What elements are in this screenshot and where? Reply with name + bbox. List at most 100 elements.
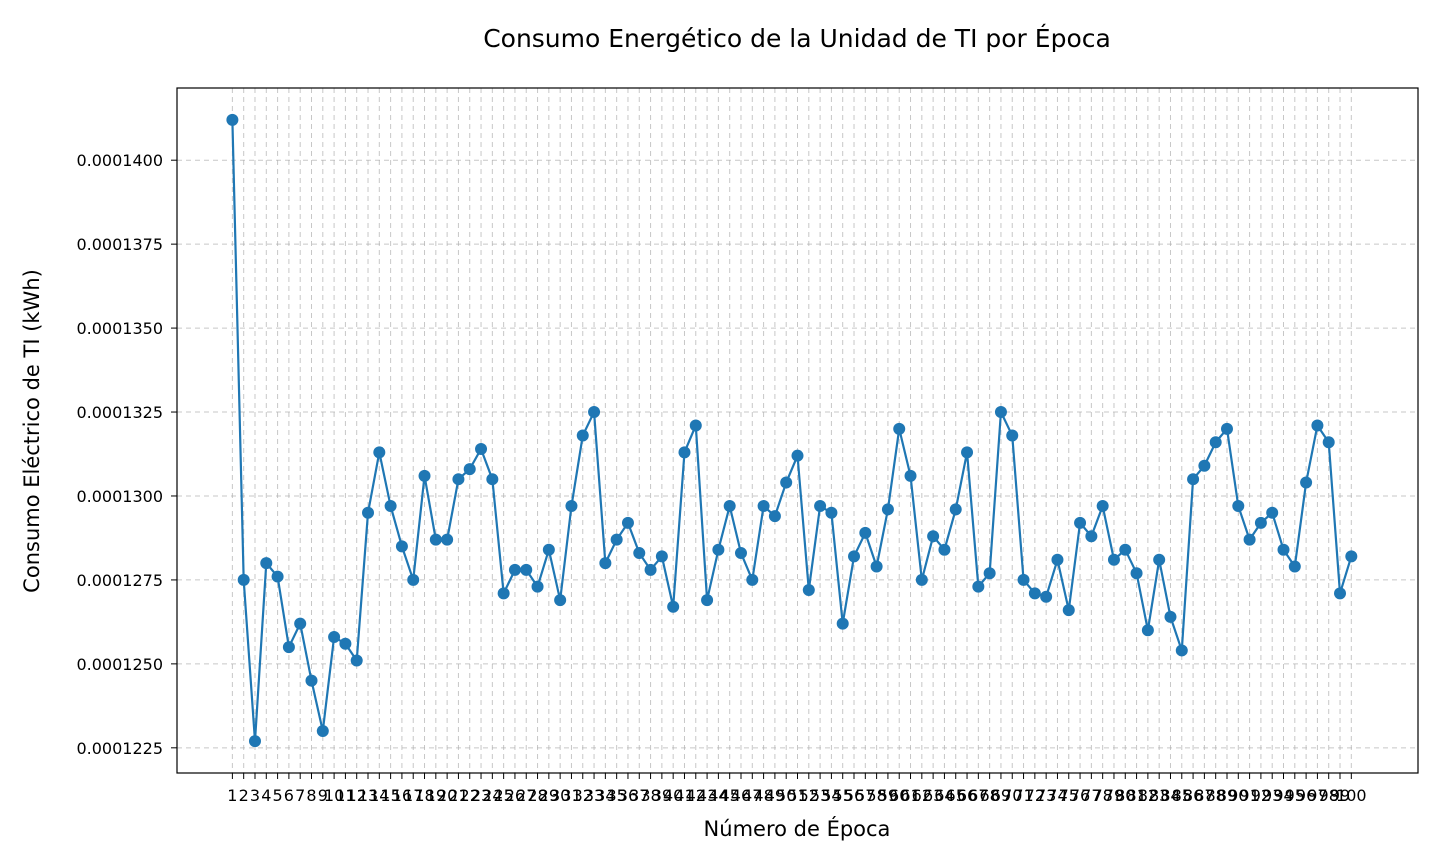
data-point — [305, 674, 318, 687]
data-point — [881, 503, 894, 516]
data-point — [542, 543, 555, 556]
data-point — [678, 446, 691, 459]
data-point — [757, 500, 770, 513]
x-tick-label: 57 — [855, 786, 875, 805]
x-tick-label: 5 — [272, 786, 282, 805]
x-tick-label: 27 — [516, 786, 536, 805]
x-tick-label: 96 — [1296, 786, 1316, 805]
x-tick-label: 40 — [663, 786, 683, 805]
data-point — [1220, 422, 1233, 435]
x-tick-label: 23 — [471, 786, 491, 805]
x-tick-label: 14 — [369, 786, 389, 805]
x-tick-label: 13 — [358, 786, 378, 805]
data-point — [712, 543, 725, 556]
x-tick-label: 41 — [674, 786, 694, 805]
x-tick-label: 48 — [753, 786, 773, 805]
tick-layer: 1 2 3 4 5 6 7 8 91011121314151617181920212223242… — [76, 151, 1366, 805]
data-point — [949, 503, 962, 516]
data-point — [554, 594, 567, 607]
series-line — [231, 119, 1353, 743]
data-point — [1311, 419, 1324, 432]
data-point — [723, 500, 736, 513]
data-point — [994, 406, 1007, 419]
data-point — [667, 600, 680, 613]
x-tick-label: 80 — [1115, 786, 1135, 805]
data-point — [384, 500, 397, 513]
x-tick-label: 42 — [686, 786, 706, 805]
data-point — [938, 543, 951, 556]
x-axis-label: Número de Época — [704, 816, 891, 841]
data-point — [395, 540, 408, 553]
data-point — [486, 473, 499, 486]
x-tick-label: 64 — [934, 786, 954, 805]
x-tick-label: 12 — [347, 786, 367, 805]
y-axis-label: Consumo Eléctrico de TI (kWh) — [20, 269, 44, 593]
data-point — [418, 469, 431, 482]
y-tick-label: 0.0001225 — [76, 739, 163, 758]
x-tick-label: 83 — [1149, 786, 1169, 805]
x-tick-label: 6 — [284, 786, 294, 805]
x-tick-label: 29 — [539, 786, 559, 805]
data-point — [746, 573, 759, 586]
x-tick-label: 45 — [720, 786, 740, 805]
x-tick-label: 62 — [912, 786, 932, 805]
data-point — [497, 587, 510, 600]
data-point — [1187, 473, 1200, 486]
data-point — [1051, 553, 1064, 566]
x-tick-label: 79 — [1104, 786, 1124, 805]
x-tick-label: 39 — [652, 786, 672, 805]
data-point — [870, 560, 883, 573]
x-tick-label: 49 — [765, 786, 785, 805]
x-tick-label: 97 — [1307, 786, 1327, 805]
data-point — [972, 580, 985, 593]
x-tick-label: 47 — [742, 786, 762, 805]
x-tick-label: 55 — [833, 786, 853, 805]
x-tick-label: 86 — [1183, 786, 1203, 805]
data-point — [1232, 500, 1245, 513]
x-tick-label: 44 — [708, 786, 728, 805]
x-tick-label: 78 — [1092, 786, 1112, 805]
data-point — [1017, 573, 1030, 586]
data-point — [825, 506, 838, 519]
data-point — [248, 735, 261, 748]
x-tick-label: 68 — [979, 786, 999, 805]
x-tick-label: 95 — [1285, 786, 1305, 805]
grid — [177, 88, 1418, 773]
data-point — [1300, 476, 1313, 489]
data-point — [362, 506, 375, 519]
data-point — [701, 594, 714, 607]
x-tick-label: 18 — [414, 786, 434, 805]
x-tick-label: 20 — [437, 786, 457, 805]
data-point — [893, 422, 906, 435]
data-point — [260, 557, 273, 570]
x-tick-label: 87 — [1194, 786, 1214, 805]
data-point — [429, 533, 442, 546]
x-tick-label: 92 — [1251, 786, 1271, 805]
data-point — [848, 550, 861, 563]
data-point — [237, 573, 250, 586]
x-tick-label: 25 — [493, 786, 513, 805]
data-point — [1028, 587, 1041, 600]
data-point — [1040, 590, 1053, 603]
data-point — [1153, 553, 1166, 566]
x-tick-label: 66 — [957, 786, 977, 805]
x-tick-label: 37 — [629, 786, 649, 805]
x-tick-label: 3 — [250, 786, 260, 805]
x-tick-label: 77 — [1081, 786, 1101, 805]
series-layer — [226, 113, 1358, 748]
x-tick-label: 91 — [1239, 786, 1259, 805]
x-tick-label: 98 — [1319, 786, 1339, 805]
x-tick-label: 74 — [1047, 786, 1067, 805]
data-point — [508, 563, 521, 576]
x-tick-label: 36 — [618, 786, 638, 805]
x-tick-label: 8 — [306, 786, 316, 805]
x-tick-label: 9 — [318, 786, 328, 805]
data-point — [814, 500, 827, 513]
data-point — [836, 617, 849, 630]
x-tick-label: 4 — [261, 786, 271, 805]
data-point — [1266, 506, 1279, 519]
x-tick-label: 61 — [900, 786, 920, 805]
x-tick-label: 30 — [550, 786, 570, 805]
data-point — [983, 567, 996, 580]
